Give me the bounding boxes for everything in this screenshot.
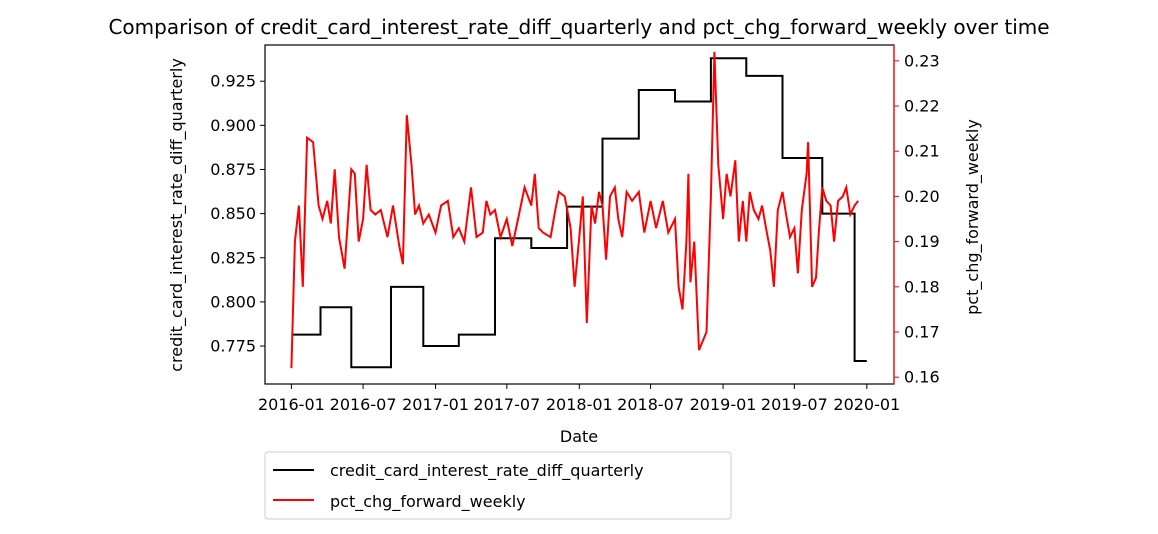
- y-right-tick-label: 0.23: [904, 51, 940, 70]
- x-tick-label: 2020-01: [833, 395, 900, 414]
- y-left-tick-label: 0.825: [210, 248, 256, 267]
- series-line-pct-chg-forward-weekly: [290, 51, 859, 369]
- y-right-tick-label: 0.20: [904, 187, 940, 206]
- x-axis: 2016-01 2016-07 2017-01 2017-07 2018-01 2018-…: [258, 384, 900, 414]
- y-left-tick-label: 0.875: [210, 160, 256, 179]
- legend-frame: [264, 451, 732, 520]
- y-right-tick-label: 0.19: [904, 232, 940, 251]
- x-tick-label: 2017-01: [402, 395, 469, 414]
- x-axis-title: Date: [560, 427, 598, 446]
- y-left-tick-label: 0.775: [210, 337, 256, 356]
- y-axis-left-title: credit_card_interest_rate_diff_quarterly: [167, 58, 187, 372]
- x-tick-label: 2016-07: [330, 395, 397, 414]
- plot-area: [264, 44, 895, 385]
- y-axis-right-title: pct_chg_forward_weekly: [963, 119, 983, 315]
- y-axis-left: 0.775 0.800 0.825 0.850 0.875 0.900 0.925: [210, 72, 265, 356]
- x-tick-label: 2019-01: [690, 395, 757, 414]
- legend-label-credit-card-interest-rate-diff-quarterly: credit_card_interest_rate_diff_quarterly: [330, 461, 644, 481]
- x-tick-label: 2019-07: [761, 395, 828, 414]
- y-left-tick-label: 0.800: [210, 292, 256, 311]
- y-right-tick-label: 0.17: [904, 323, 940, 342]
- y-axis-right: 0.16 0.17 0.18 0.19 0.20 0.21 0.22 0.23: [893, 45, 940, 387]
- y-left-tick-label: 0.850: [210, 204, 256, 223]
- x-tick-label: 2018-01: [546, 395, 613, 414]
- x-tick-label: 2017-07: [473, 395, 540, 414]
- y-right-tick-label: 0.22: [904, 97, 940, 116]
- y-left-tick-label: 0.900: [210, 116, 256, 135]
- legend-label-pct-chg-forward-weekly: pct_chg_forward_weekly: [330, 492, 526, 512]
- y-right-tick-label: 0.16: [904, 368, 940, 387]
- legend: credit_card_interest_rate_diff_quarterly…: [264, 451, 732, 520]
- y-right-tick-label: 0.18: [904, 277, 940, 296]
- chart-title: Comparison of credit_card_interest_rate_…: [108, 15, 1049, 39]
- x-tick-label: 2018-07: [617, 395, 684, 414]
- x-tick-label: 2016-01: [258, 395, 325, 414]
- y-left-tick-label: 0.925: [210, 72, 256, 91]
- plot-frame: [264, 44, 895, 385]
- y-right-tick-label: 0.21: [904, 142, 940, 161]
- series-line-credit-card-interest-rate-diff-quarterly: [291, 57, 867, 369]
